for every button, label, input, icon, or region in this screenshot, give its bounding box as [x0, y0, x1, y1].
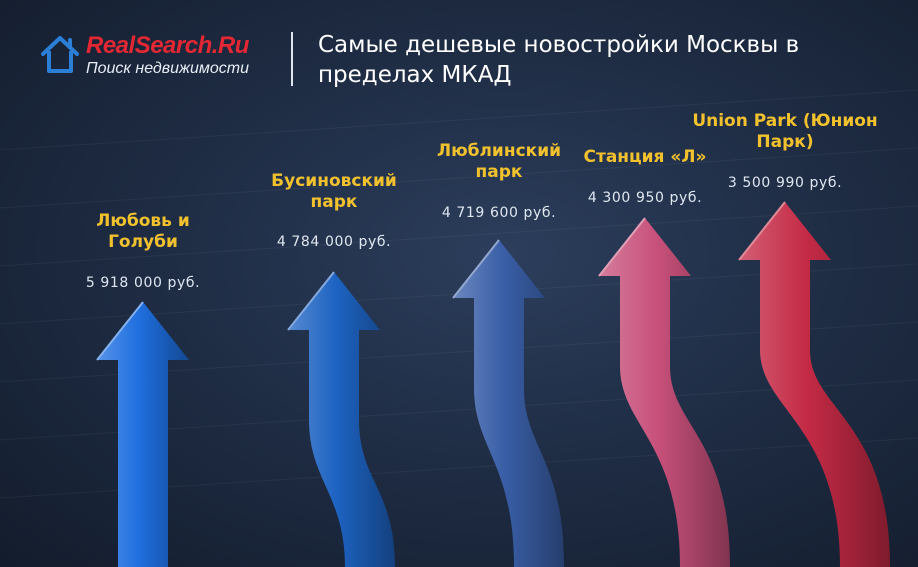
logo-brand: RealSearch.Ru — [86, 32, 249, 59]
value-label: 4 784 000 руб. — [277, 234, 391, 250]
category-label: Union Park (Юнион — [692, 111, 877, 131]
category-label: Любовь и — [96, 211, 190, 231]
chart-arrow-highlight — [96, 301, 144, 361]
background-line — [0, 89, 918, 151]
chart-arrow-bar — [288, 272, 395, 567]
category-label: Бусиновский — [271, 171, 397, 191]
category-label: Голуби — [108, 232, 178, 252]
chart-arrow-highlight — [598, 217, 646, 277]
chart-marks — [96, 201, 890, 567]
header: RealSearch.Ru Поиск недвижимости Самые д… — [0, 0, 918, 100]
chart-arrow-highlight — [287, 271, 335, 331]
value-label: 4 719 600 руб. — [442, 205, 556, 221]
category-label: парк — [476, 162, 523, 182]
chart-arrow-highlight — [738, 201, 786, 261]
value-label: 4 300 950 руб. — [588, 190, 702, 206]
logo-tagline: Поиск недвижимости — [86, 60, 250, 77]
logo[interactable]: RealSearch.Ru Поиск недвижимости — [40, 32, 280, 82]
page-title: Самые дешевые новостройки Москвы в преде… — [318, 32, 800, 88]
category-label: Люблинский — [437, 141, 561, 161]
house-icon — [41, 36, 79, 73]
category-label: парк — [311, 192, 358, 212]
category-label: Станция «Л» — [584, 147, 707, 167]
category-label: Парк) — [756, 132, 813, 152]
value-label: 5 918 000 руб. — [86, 275, 200, 291]
chart-arrow-bar — [599, 218, 730, 567]
background-line — [0, 147, 918, 209]
header-divider — [291, 32, 293, 86]
chart-arrow-bar — [739, 202, 890, 567]
chart-arrow-bar — [97, 302, 189, 567]
chart-arrow-bar — [453, 240, 564, 567]
background-line — [0, 205, 918, 267]
chart-arrow-highlight — [452, 239, 500, 299]
value-label: 3 500 990 руб. — [728, 175, 842, 191]
